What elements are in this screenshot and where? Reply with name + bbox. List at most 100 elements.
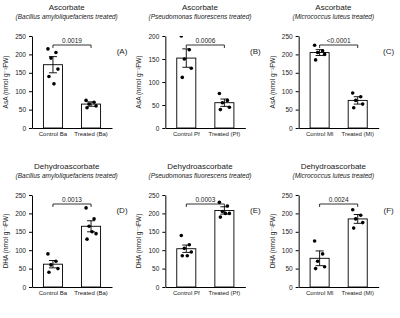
y-tick-label: 150 [15, 69, 26, 76]
data-point [54, 51, 58, 55]
y-axis: 050100150200250 [148, 192, 165, 291]
p-value: 0.0019 [62, 37, 82, 44]
data-point [352, 226, 356, 230]
error-bar-cap [49, 72, 57, 73]
error-bar-stem [319, 251, 320, 266]
y-axis: 050100150200 [148, 33, 165, 132]
y-tick-group: 200 [282, 51, 299, 58]
y-tick-group: 0 [289, 284, 299, 291]
subtitle: (Bacillus amyloliquefaciens treated) [16, 172, 118, 180]
data-point [180, 254, 184, 258]
data-point [219, 108, 223, 112]
y-tick [296, 232, 299, 233]
x-tick-label: Treated (Pf) [208, 290, 240, 296]
data-point [47, 270, 51, 274]
data-point [354, 217, 358, 221]
panel: Ascorbate(Pseudomonas fluorescens treate… [135, 3, 261, 137]
y-tick [296, 269, 299, 270]
y-axis-title: AsA (nmol g⁻¹FW) [269, 56, 277, 109]
data-point [224, 212, 228, 216]
y-axis: 050100150200250 [282, 33, 299, 132]
bar [348, 219, 367, 287]
p-value: 0.0003 [195, 196, 215, 203]
data-point [351, 208, 355, 212]
data-point [56, 267, 60, 271]
y-tick [162, 82, 165, 83]
data-point [316, 51, 320, 55]
y-tick [296, 287, 299, 288]
y-tick [296, 54, 299, 55]
data-point [54, 259, 58, 263]
panel: Dehydroascorbate(Bacillus amyloliquefaci… [2, 162, 128, 296]
y-tick [296, 73, 299, 74]
y-tick [29, 250, 32, 251]
y-tick-label: 100 [282, 247, 293, 254]
data-point [226, 204, 230, 208]
x-tick-group: Control Ba [39, 128, 68, 137]
data-point [94, 232, 98, 236]
y-tick-label: 100 [148, 79, 159, 86]
data-point [314, 58, 318, 62]
error-bar-cap [182, 67, 190, 68]
y-axis-line [299, 196, 300, 288]
y-tick-label: 50 [285, 106, 293, 113]
bar [82, 226, 101, 287]
y-tick-group: 0 [156, 125, 166, 132]
data-point [179, 234, 183, 238]
x-tick-label: Control Pf [173, 131, 200, 137]
y-tick [29, 91, 32, 92]
p-value: 0.0013 [62, 196, 82, 203]
data-point [354, 99, 358, 103]
x-tick-group: Treated (Ml) [341, 287, 373, 296]
bar [82, 104, 101, 128]
y-axis-title: DHA (nmol g⁻¹FW) [2, 214, 10, 269]
y-axis-title: AsA (nmol g⁻¹FW) [2, 56, 10, 109]
data-point [49, 56, 53, 60]
y-axis-title: DHA (nmol g⁻¹FW) [135, 214, 143, 269]
data-point [85, 237, 89, 241]
x-axis-line [299, 128, 379, 129]
x-tick-group: Treated (Pf) [208, 128, 240, 137]
y-tick-group: 100 [148, 79, 165, 86]
data-point [52, 82, 56, 86]
y-tick [162, 269, 165, 270]
y-tick [296, 195, 299, 196]
x-tick-label: Control Ba [39, 131, 68, 137]
y-tick [29, 36, 32, 37]
data-point [189, 250, 193, 254]
plot-area [43, 47, 100, 128]
plot-area [310, 208, 367, 287]
x-tick-label: Treated (Ba) [74, 290, 107, 296]
y-tick [162, 250, 165, 251]
error-bar [220, 99, 228, 106]
error-bar [182, 49, 190, 67]
y-tick-label: 250 [282, 192, 293, 199]
y-tick-label: 100 [15, 88, 26, 95]
data-point [189, 66, 193, 70]
bar [43, 264, 62, 287]
subtitle: (Bacillus amyloliquefaciens treated) [16, 13, 118, 21]
y-tick-label: 200 [148, 210, 159, 217]
y-tick [29, 287, 32, 288]
y-axis-title: DHA (nmol g⁻¹FW) [269, 214, 277, 269]
panel: Dehydroascorbate(Micrococcus luteus trea… [269, 162, 394, 296]
y-tick-group: 250 [282, 192, 299, 199]
y-tick-label: 200 [15, 210, 26, 217]
data-point [182, 247, 186, 251]
figure: Ascorbate(Bacillus amyloliquefaciens tre… [0, 0, 400, 318]
data-point [84, 206, 88, 210]
y-tick-label: 0 [156, 125, 160, 132]
data-point [323, 265, 327, 269]
panel-label: (B) [250, 47, 261, 56]
y-tick-group: 200 [148, 33, 165, 40]
y-tick-label: 0 [156, 284, 160, 291]
data-point [316, 259, 320, 263]
y-tick [162, 105, 165, 106]
panel: Ascorbate(Bacillus amyloliquefaciens tre… [2, 3, 128, 137]
x-tick-group: Treated (Ba) [74, 128, 107, 137]
y-tick [296, 110, 299, 111]
error-bar [316, 251, 324, 266]
x-axis-line [33, 287, 113, 288]
x-tick-label: Treated (Ml) [341, 290, 373, 296]
y-tick-group: 0 [156, 284, 166, 291]
